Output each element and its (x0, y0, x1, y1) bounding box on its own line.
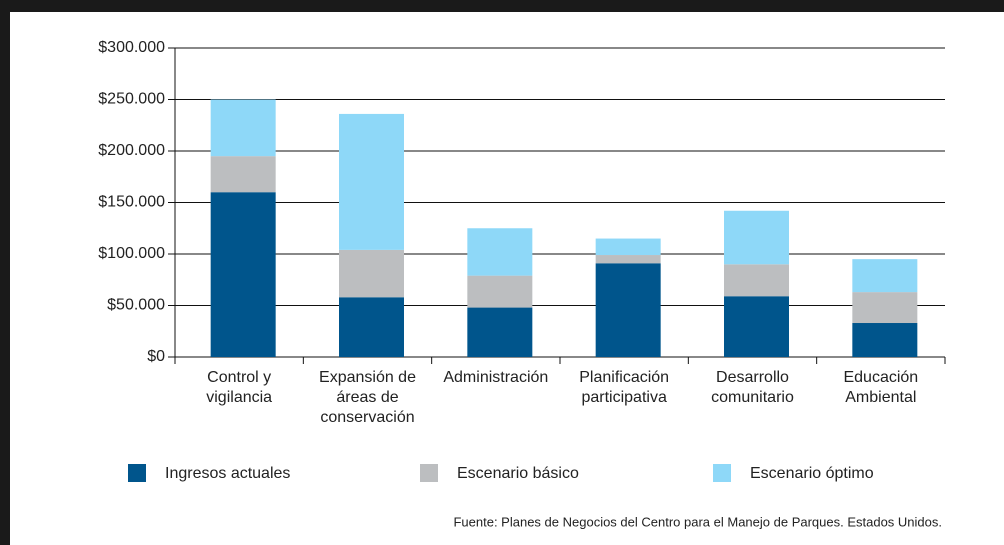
frame-top (0, 0, 1004, 12)
x-tick-label: Control y vigilancia (206, 369, 273, 406)
x-tick-label: Desarrollo comunitario (711, 369, 794, 406)
source: Fuente: Planes de Negocios del Centro pa… (453, 514, 942, 529)
x-tick-label: Expansión de áreas de conservación (319, 369, 416, 426)
legend-label: Escenario básico (457, 465, 579, 482)
bar-segment (595, 263, 661, 357)
bar-segment (210, 192, 276, 357)
bar-segment (339, 249, 404, 298)
legend-swatch (420, 464, 438, 482)
bar-segment (467, 228, 533, 276)
bar-segment (724, 210, 789, 265)
x-tick-label: Planificación participativa (579, 369, 670, 406)
bar-segment (595, 255, 661, 264)
frame-left (0, 0, 10, 545)
legend-label: Ingresos actuales (165, 465, 290, 482)
bar-segment (724, 296, 789, 357)
bar-segment (467, 307, 533, 357)
y-tick-label: $200.000 (98, 142, 165, 159)
bar-segment (467, 275, 533, 308)
y-tick-label: $0 (147, 348, 165, 365)
bar-segment (210, 99, 276, 157)
bar-segment (595, 238, 661, 256)
y-tick-label: $300.000 (98, 39, 165, 56)
bar-segment (852, 259, 918, 293)
y-tick-label: $50.000 (107, 297, 165, 314)
legend-swatch (713, 464, 731, 482)
bar-segment (339, 113, 404, 250)
x-tick-label: Administración (443, 369, 549, 386)
y-tick-label: $250.000 (98, 91, 165, 108)
legend-label: Escenario óptimo (750, 465, 874, 482)
bar-segment (852, 292, 918, 324)
bar-segment (210, 156, 276, 193)
bar-segment (339, 297, 404, 357)
bar-segment (724, 264, 789, 297)
legend-swatch (128, 464, 146, 482)
y-tick-label: $150.000 (98, 194, 165, 211)
y-tick-label: $100.000 (98, 245, 165, 262)
x-tick-label: Educación Ambiental (843, 369, 919, 406)
bar-segment (852, 323, 918, 357)
